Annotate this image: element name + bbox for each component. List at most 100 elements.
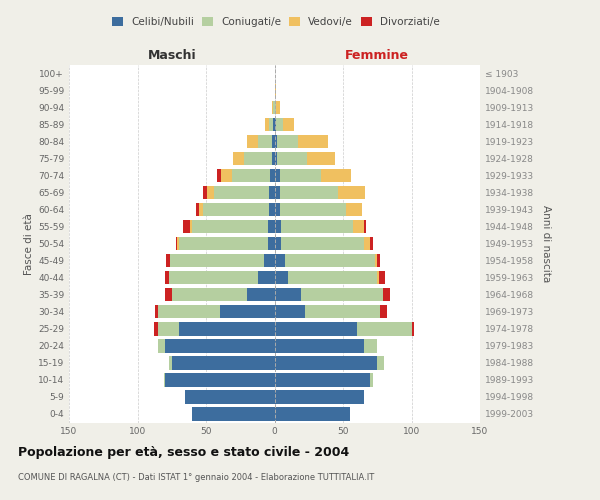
Bar — [275, 340, 364, 352]
Bar — [247, 135, 258, 148]
Bar — [307, 152, 335, 166]
Bar — [199, 203, 203, 216]
Bar — [220, 305, 275, 318]
Bar — [158, 305, 220, 318]
Bar — [364, 237, 370, 250]
Bar — [276, 118, 283, 131]
Bar — [275, 135, 277, 148]
Bar — [190, 220, 193, 234]
Bar — [383, 288, 389, 302]
Bar — [298, 135, 328, 148]
Text: Popolazione per età, sesso e stato civile - 2004: Popolazione per età, sesso e stato civil… — [18, 446, 349, 459]
Bar — [268, 237, 275, 250]
Bar — [275, 101, 276, 114]
Bar — [164, 374, 165, 386]
Bar — [377, 254, 380, 268]
Bar — [281, 220, 353, 234]
Bar — [370, 237, 373, 250]
Bar — [185, 390, 275, 404]
Bar — [379, 271, 385, 284]
Bar — [208, 186, 214, 200]
Bar — [203, 186, 208, 200]
Bar — [154, 322, 158, 336]
Bar — [165, 288, 172, 302]
Bar — [412, 322, 414, 336]
Legend: Celibi/Nubili, Coniugati/e, Vedovi/e, Divorziati/e: Celibi/Nubili, Coniugati/e, Vedovi/e, Di… — [108, 12, 444, 31]
Bar — [214, 186, 269, 200]
Bar — [275, 374, 370, 386]
Bar — [170, 254, 263, 268]
Bar — [275, 305, 305, 318]
Bar — [244, 152, 272, 166]
Bar — [176, 237, 177, 250]
Bar — [183, 220, 190, 234]
Bar — [374, 254, 377, 268]
Bar — [196, 203, 199, 216]
Bar — [280, 186, 338, 200]
Bar — [258, 135, 272, 148]
Bar — [269, 118, 273, 131]
Bar — [165, 374, 275, 386]
Bar — [179, 322, 275, 336]
Bar — [275, 152, 277, 166]
Bar — [301, 288, 383, 302]
Bar — [286, 254, 374, 268]
Bar — [356, 322, 412, 336]
Bar — [158, 340, 165, 352]
Bar — [275, 237, 281, 250]
Bar — [172, 288, 247, 302]
Bar — [275, 169, 280, 182]
Bar — [275, 118, 276, 131]
Bar — [377, 356, 384, 370]
Bar — [275, 254, 286, 268]
Bar — [305, 305, 380, 318]
Bar — [273, 118, 275, 131]
Bar — [364, 220, 366, 234]
Bar — [273, 101, 275, 114]
Bar — [258, 271, 275, 284]
Bar — [275, 322, 356, 336]
Bar — [275, 203, 280, 216]
Bar — [203, 203, 269, 216]
Bar — [155, 305, 158, 318]
Bar — [275, 288, 301, 302]
Bar — [271, 169, 275, 182]
Bar — [179, 237, 268, 250]
Bar — [272, 101, 273, 114]
Bar — [232, 169, 271, 182]
Bar — [275, 84, 276, 97]
Y-axis label: Anni di nascita: Anni di nascita — [541, 205, 551, 282]
Bar — [277, 135, 298, 148]
Bar — [364, 340, 377, 352]
Bar — [321, 169, 351, 182]
Bar — [221, 169, 232, 182]
Bar — [165, 271, 169, 284]
Bar — [169, 356, 172, 370]
Bar — [269, 186, 275, 200]
Text: COMUNE DI RAGALNA (CT) - Dati ISTAT 1° gennaio 2004 - Elaborazione TUTTITALIA.IT: COMUNE DI RAGALNA (CT) - Dati ISTAT 1° g… — [18, 472, 374, 482]
Bar — [217, 169, 221, 182]
Bar — [370, 374, 373, 386]
Bar — [280, 203, 346, 216]
Text: Maschi: Maschi — [148, 48, 196, 62]
Bar — [263, 254, 275, 268]
Bar — [275, 271, 288, 284]
Bar — [288, 271, 377, 284]
Bar — [265, 118, 269, 131]
Y-axis label: Fasce di età: Fasce di età — [24, 213, 34, 274]
Bar — [269, 203, 275, 216]
Bar — [169, 271, 258, 284]
Bar — [165, 340, 275, 352]
Bar — [193, 408, 275, 420]
Bar — [277, 152, 307, 166]
Bar — [281, 237, 364, 250]
Bar — [177, 237, 179, 250]
Bar — [275, 220, 281, 234]
Bar — [172, 356, 275, 370]
Bar — [377, 271, 379, 284]
Bar — [247, 288, 275, 302]
Bar — [158, 322, 179, 336]
Bar — [275, 408, 350, 420]
Bar — [268, 220, 275, 234]
Bar — [338, 186, 365, 200]
